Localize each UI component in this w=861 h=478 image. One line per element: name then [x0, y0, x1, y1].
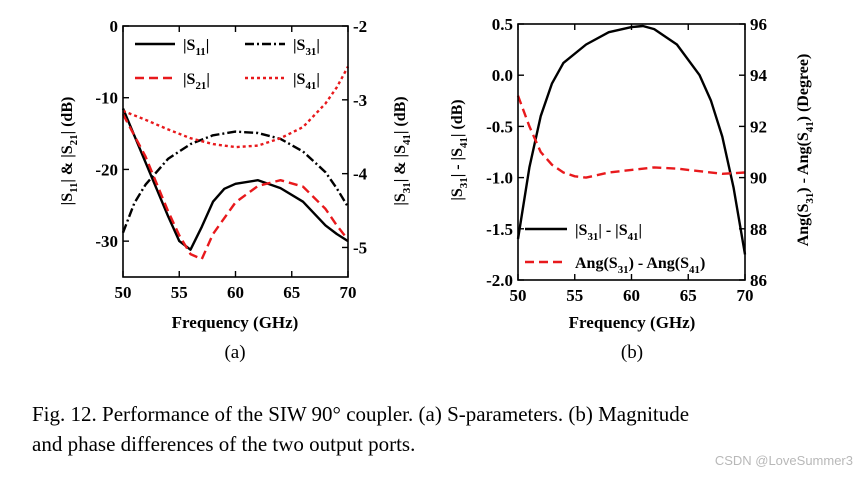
y-right-tick-label: -5: [353, 238, 367, 257]
y-left-tick-label: 0.5: [492, 15, 513, 34]
y-left-tick-label: -2.0: [486, 271, 513, 290]
x-tick-label: 65: [283, 283, 300, 302]
figure-panels: 50 55 60 65 70 0 -10 -20 -30 -2 -3 -4 -5 |S11| & |S21…: [59, 15, 816, 363]
x-tick-label: 55: [566, 286, 583, 305]
y-left-tick-label: -10: [95, 89, 118, 108]
x-axis-label: Frequency (GHz): [172, 313, 299, 332]
y-right-tick-label: -3: [353, 91, 367, 110]
legend-label-s31-s41: |S31| - |S41|: [575, 222, 642, 243]
series-line-s11: [121, 108, 349, 251]
series-line-ang-s31-ang-s41: [516, 95, 746, 179]
watermark: CSDN @LoveSummer3: [714, 453, 853, 468]
x-tick-label: 70: [737, 286, 754, 305]
y-left-tick-label: 0: [110, 17, 119, 36]
y-right-tick-label: -2: [353, 17, 367, 36]
legend-label-s41: |S41|: [293, 71, 320, 92]
figure-caption-line-2: and phase differences of the two output …: [32, 432, 416, 456]
y-right-tick-label: 86: [750, 271, 767, 290]
y-left-tick-label: -30: [95, 232, 118, 251]
y-left-tick-label: -1.5: [486, 220, 513, 239]
y-axis-label-left: |S31| - |S41| (dB): [449, 99, 470, 200]
x-tick-label: 50: [115, 283, 132, 302]
series-line-s41: [122, 66, 350, 149]
x-tick-label: 55: [171, 283, 188, 302]
figure-caption-line-1: Fig. 12. Performance of the SIW 90° coup…: [32, 402, 690, 426]
legend-label-s11: |S11|: [183, 37, 209, 58]
x-tick-label: 60: [227, 283, 244, 302]
legend-label-s31: |S31|: [293, 37, 320, 58]
y-right-tick-label: 96: [750, 15, 767, 34]
y-right-tick-label: 88: [750, 220, 767, 239]
x-tick-label: 50: [510, 286, 527, 305]
y-axis-label-right: |S31| & |S41| (dB): [392, 96, 413, 205]
y-left-tick-label: -1.0: [486, 169, 513, 188]
y-axis-label-left: |S11| & |S21| (dB): [59, 97, 80, 206]
series-line-s31: [121, 130, 350, 234]
y-left-tick-label: 0.0: [492, 66, 513, 85]
plot-frame: [122, 25, 349, 278]
y-right-tick-label: 90: [750, 169, 767, 188]
y-right-tick-label: -4: [353, 165, 368, 184]
panel-a: 50 55 60 65 70 0 -10 -20 -30 -2 -3 -4 -5 |S11| & |S21…: [59, 17, 413, 363]
series-line-s31-s41: [516, 24, 747, 255]
y-right-tick-label: 92: [750, 117, 767, 136]
x-tick-label: 65: [680, 286, 697, 305]
y-left-tick-label: -20: [95, 160, 118, 179]
x-tick-label: 60: [623, 286, 640, 305]
y-axis-label-right: Ang(S31) - Ang(S41) (Degree): [795, 54, 816, 247]
legend-label-s21: |S21|: [183, 71, 210, 92]
panel-label: (b): [621, 342, 643, 363]
legend-label-ang-s31-ang-s41: Ang(S31) - Ang(S41): [575, 255, 705, 276]
x-tick-label: 70: [340, 283, 357, 302]
series-line-s21: [121, 113, 349, 261]
panel-b: 50 55 60 65 70 0.5 0.0 -0.5 -1.0 -1.5 -2.0 96 94 92 90…: [449, 15, 816, 363]
y-left-tick-label: -0.5: [486, 117, 513, 136]
panel-label: (a): [224, 342, 245, 363]
x-axis-label: Frequency (GHz): [569, 313, 696, 332]
y-right-tick-label: 94: [750, 66, 768, 85]
